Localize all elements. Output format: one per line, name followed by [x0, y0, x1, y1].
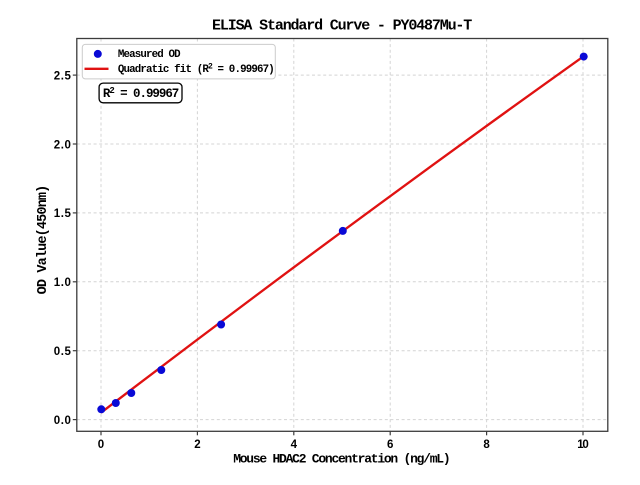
svg-text:0: 0 [98, 439, 104, 451]
svg-text:6: 6 [387, 439, 393, 451]
svg-text:2: 2 [194, 439, 200, 451]
svg-text:Measured OD: Measured OD [118, 49, 181, 61]
svg-text:Quadratic fit (R2 = 0.99967): Quadratic fit (R2 = 0.99967) [118, 62, 274, 76]
svg-text:1.5: 1.5 [54, 208, 72, 220]
svg-text:10: 10 [577, 439, 589, 451]
svg-text:OD Value(450nm): OD Value(450nm) [36, 186, 51, 295]
svg-text:0.0: 0.0 [54, 415, 71, 427]
svg-text:0.5: 0.5 [54, 346, 72, 358]
svg-text:4: 4 [291, 439, 298, 451]
svg-text:1.0: 1.0 [54, 277, 71, 289]
svg-text:Mouse HDAC2 Concentration (ng/: Mouse HDAC2 Concentration (ng/mL) [233, 452, 449, 467]
svg-text:2.5: 2.5 [54, 70, 72, 82]
svg-text:R2 = 0.99967: R2 = 0.99967 [103, 86, 179, 101]
svg-text:ELISA Standard Curve - PY0487M: ELISA Standard Curve - PY0487Mu-T [212, 18, 472, 35]
svg-text:2.0: 2.0 [54, 139, 71, 151]
svg-text:8: 8 [483, 439, 490, 451]
